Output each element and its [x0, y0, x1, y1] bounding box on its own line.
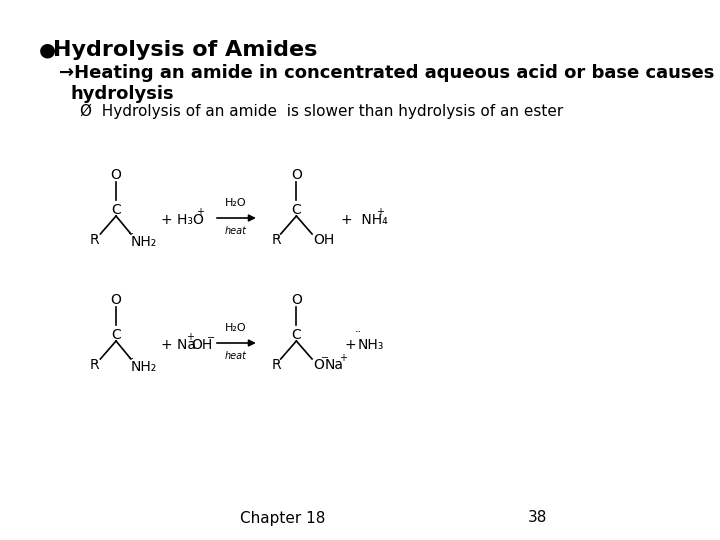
Text: H₂O: H₂O — [225, 323, 247, 333]
Text: +: + — [345, 338, 356, 352]
Text: heat: heat — [225, 226, 247, 236]
Text: + H₃O: + H₃O — [161, 213, 204, 227]
Text: ¨: ¨ — [128, 233, 134, 246]
Text: hydrolysis: hydrolysis — [71, 85, 174, 103]
Text: +: + — [340, 353, 348, 363]
Text: O: O — [111, 293, 122, 307]
Text: +: + — [377, 207, 384, 217]
Text: −: − — [207, 333, 215, 343]
Text: H₂O: H₂O — [225, 198, 247, 208]
Text: O: O — [291, 168, 302, 182]
Text: O: O — [314, 358, 325, 372]
Text: Ø  Hydrolysis of an amide  is slower than hydrolysis of an ester: Ø Hydrolysis of an amide is slower than … — [80, 104, 563, 119]
Text: NH₃: NH₃ — [358, 338, 384, 352]
Text: R: R — [271, 233, 281, 247]
Text: −: − — [320, 353, 329, 363]
Text: C: C — [292, 328, 301, 342]
Text: NH₂: NH₂ — [131, 235, 157, 249]
Text: +: + — [196, 207, 204, 217]
Text: + Na: + Na — [161, 338, 196, 352]
Text: C: C — [111, 203, 121, 217]
Text: O: O — [291, 293, 302, 307]
Text: +: + — [186, 332, 194, 342]
Text: C: C — [111, 328, 121, 342]
Text: 38: 38 — [528, 510, 547, 525]
Text: Chapter 18: Chapter 18 — [240, 510, 325, 525]
Text: →Heating an amide in concentrated aqueous acid or base causes: →Heating an amide in concentrated aqueou… — [59, 64, 714, 82]
Text: O: O — [111, 168, 122, 182]
Text: Hydrolysis of Amides: Hydrolysis of Amides — [53, 40, 318, 60]
Text: R: R — [90, 358, 99, 372]
Text: Na: Na — [325, 358, 343, 372]
Text: R: R — [271, 358, 281, 372]
Text: NH₂: NH₂ — [131, 360, 157, 374]
Text: ¨: ¨ — [354, 330, 361, 343]
Text: OH: OH — [192, 338, 212, 352]
Text: +  NH₄: + NH₄ — [341, 213, 388, 227]
Text: C: C — [292, 203, 301, 217]
Text: ¨: ¨ — [128, 357, 134, 370]
Text: OH: OH — [314, 233, 335, 247]
Text: ●: ● — [39, 40, 56, 59]
Text: R: R — [90, 233, 99, 247]
Text: heat: heat — [225, 351, 247, 361]
